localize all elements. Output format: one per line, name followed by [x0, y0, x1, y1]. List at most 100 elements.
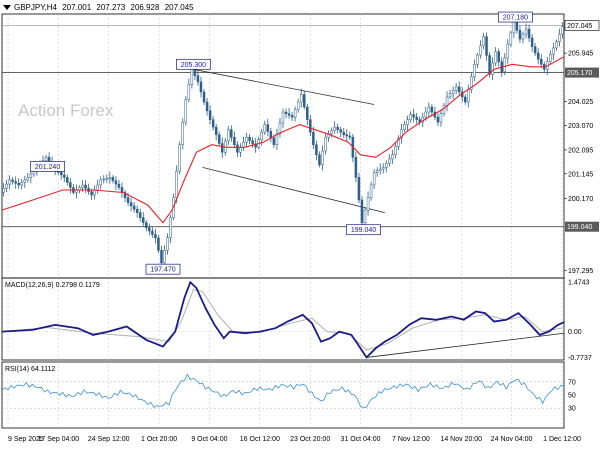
- candle-body: [394, 146, 397, 156]
- candle-body: [518, 30, 522, 40]
- rsi-line: [1, 373, 565, 408]
- x-tick-label: 7 Nov 12:00: [392, 436, 430, 443]
- macd-title: MACD(12,26,9) 0.2798 0.1179: [5, 282, 100, 289]
- low-value: 206.928: [130, 3, 160, 12]
- candle-body: [515, 21, 519, 31]
- moving-average-line: [1, 56, 565, 224]
- candle-body: [99, 179, 102, 186]
- candle-body: [214, 126, 218, 135]
- candle-body: [205, 101, 209, 112]
- candle-body: [117, 183, 121, 188]
- candle-body: [342, 131, 346, 135]
- candle-body: [69, 182, 72, 188]
- candle-body: [479, 45, 482, 56]
- candle-body: [521, 33, 525, 40]
- rsi-tick-label: 30: [568, 406, 576, 413]
- candle-body: [482, 36, 485, 47]
- rsi-pane-frame: [1, 361, 565, 429]
- candle-body: [457, 86, 461, 93]
- line-price-box: [565, 221, 599, 232]
- candle-body: [90, 191, 93, 196]
- candle-body: [175, 170, 178, 198]
- candle-body: [266, 124, 270, 132]
- candle-body: [178, 144, 181, 172]
- candle-body: [160, 250, 163, 264]
- x-tick-label: 1 Dec 12:00: [543, 436, 581, 443]
- symbol-label[interactable]: GBPJPY,H4: [14, 3, 57, 12]
- candle-body: [348, 135, 352, 138]
- candle-body: [151, 230, 154, 235]
- candle-body: [512, 21, 516, 34]
- candle-body: [111, 177, 115, 182]
- candle-body: [473, 64, 476, 78]
- price-label-box: [176, 58, 211, 70]
- x-tick-label: 9 Sep 2025: [8, 436, 44, 443]
- candle-body: [324, 136, 327, 152]
- candle-body: [494, 51, 497, 64]
- candle-body: [330, 130, 333, 135]
- candle-body: [2, 188, 5, 193]
- candle-body: [403, 124, 406, 130]
- candle-body: [303, 94, 306, 108]
- candle-body: [321, 150, 324, 166]
- candle-body: [8, 179, 11, 185]
- candle-body: [333, 126, 336, 131]
- price-tick-label: 202.095: [568, 147, 593, 154]
- price-label-box: [30, 161, 65, 172]
- high-value: 207.273: [96, 3, 126, 12]
- price-tick-label: 204.025: [568, 99, 593, 106]
- candle-body: [448, 93, 452, 98]
- candle-body: [549, 53, 552, 63]
- channel-line: [193, 68, 375, 105]
- x-tick-label: 23 Oct 20:00: [290, 436, 330, 443]
- candle-body: [293, 109, 297, 118]
- candle-body: [427, 106, 431, 113]
- candle-body: [11, 179, 14, 182]
- candle-body: [536, 52, 540, 60]
- candle-body: [269, 131, 273, 139]
- price-tick-label: 197.295: [568, 268, 593, 275]
- macd-pane-frame: [1, 277, 565, 361]
- candle-body: [558, 33, 561, 42]
- candle-body: [363, 209, 367, 223]
- candle-body: [108, 177, 112, 179]
- candle-body: [242, 141, 245, 148]
- x-tick-label: 24 Nov 04:00: [491, 436, 533, 443]
- candle-body: [299, 94, 303, 103]
- candle-body: [63, 174, 66, 178]
- candle-body: [539, 59, 543, 65]
- candle-body: [391, 154, 394, 160]
- rsi-tick-label: 70: [568, 379, 576, 386]
- candle-body: [59, 172, 63, 176]
- candle-body: [454, 86, 458, 91]
- macd-tick-label: 1.4743: [568, 280, 590, 287]
- candle-body: [23, 179, 27, 183]
- candle-body: [430, 106, 434, 113]
- candle-body: [385, 162, 388, 168]
- candle-body: [123, 192, 127, 198]
- candle-body: [339, 129, 342, 133]
- candle-body: [506, 43, 510, 59]
- candle-body: [230, 129, 233, 138]
- close-value: 207.045: [164, 3, 194, 12]
- candle-body: [357, 177, 361, 201]
- rsi-title: RSI(14) 64.1112: [5, 366, 55, 373]
- candle-body: [533, 46, 537, 54]
- price-tick-label: 203.070: [568, 123, 593, 130]
- candle-body: [345, 134, 349, 137]
- chart-header: GBPJPY,H4 207.001 207.273 206.928 207.04…: [14, 3, 197, 12]
- candle-body: [309, 119, 312, 133]
- rsi-tick-label: 50: [568, 393, 576, 400]
- candle-body: [552, 47, 555, 55]
- candle-body: [47, 157, 51, 162]
- candle-body: [105, 178, 109, 180]
- candle-body: [409, 114, 412, 120]
- candle-body: [555, 41, 558, 49]
- price-tick-label: 200.170: [568, 196, 593, 203]
- candle-body: [184, 99, 188, 123]
- candle-body: [312, 131, 315, 145]
- open-value: 207.001: [62, 3, 92, 12]
- candle-body: [181, 121, 185, 145]
- symbol-dropdown-icon[interactable]: [3, 5, 11, 10]
